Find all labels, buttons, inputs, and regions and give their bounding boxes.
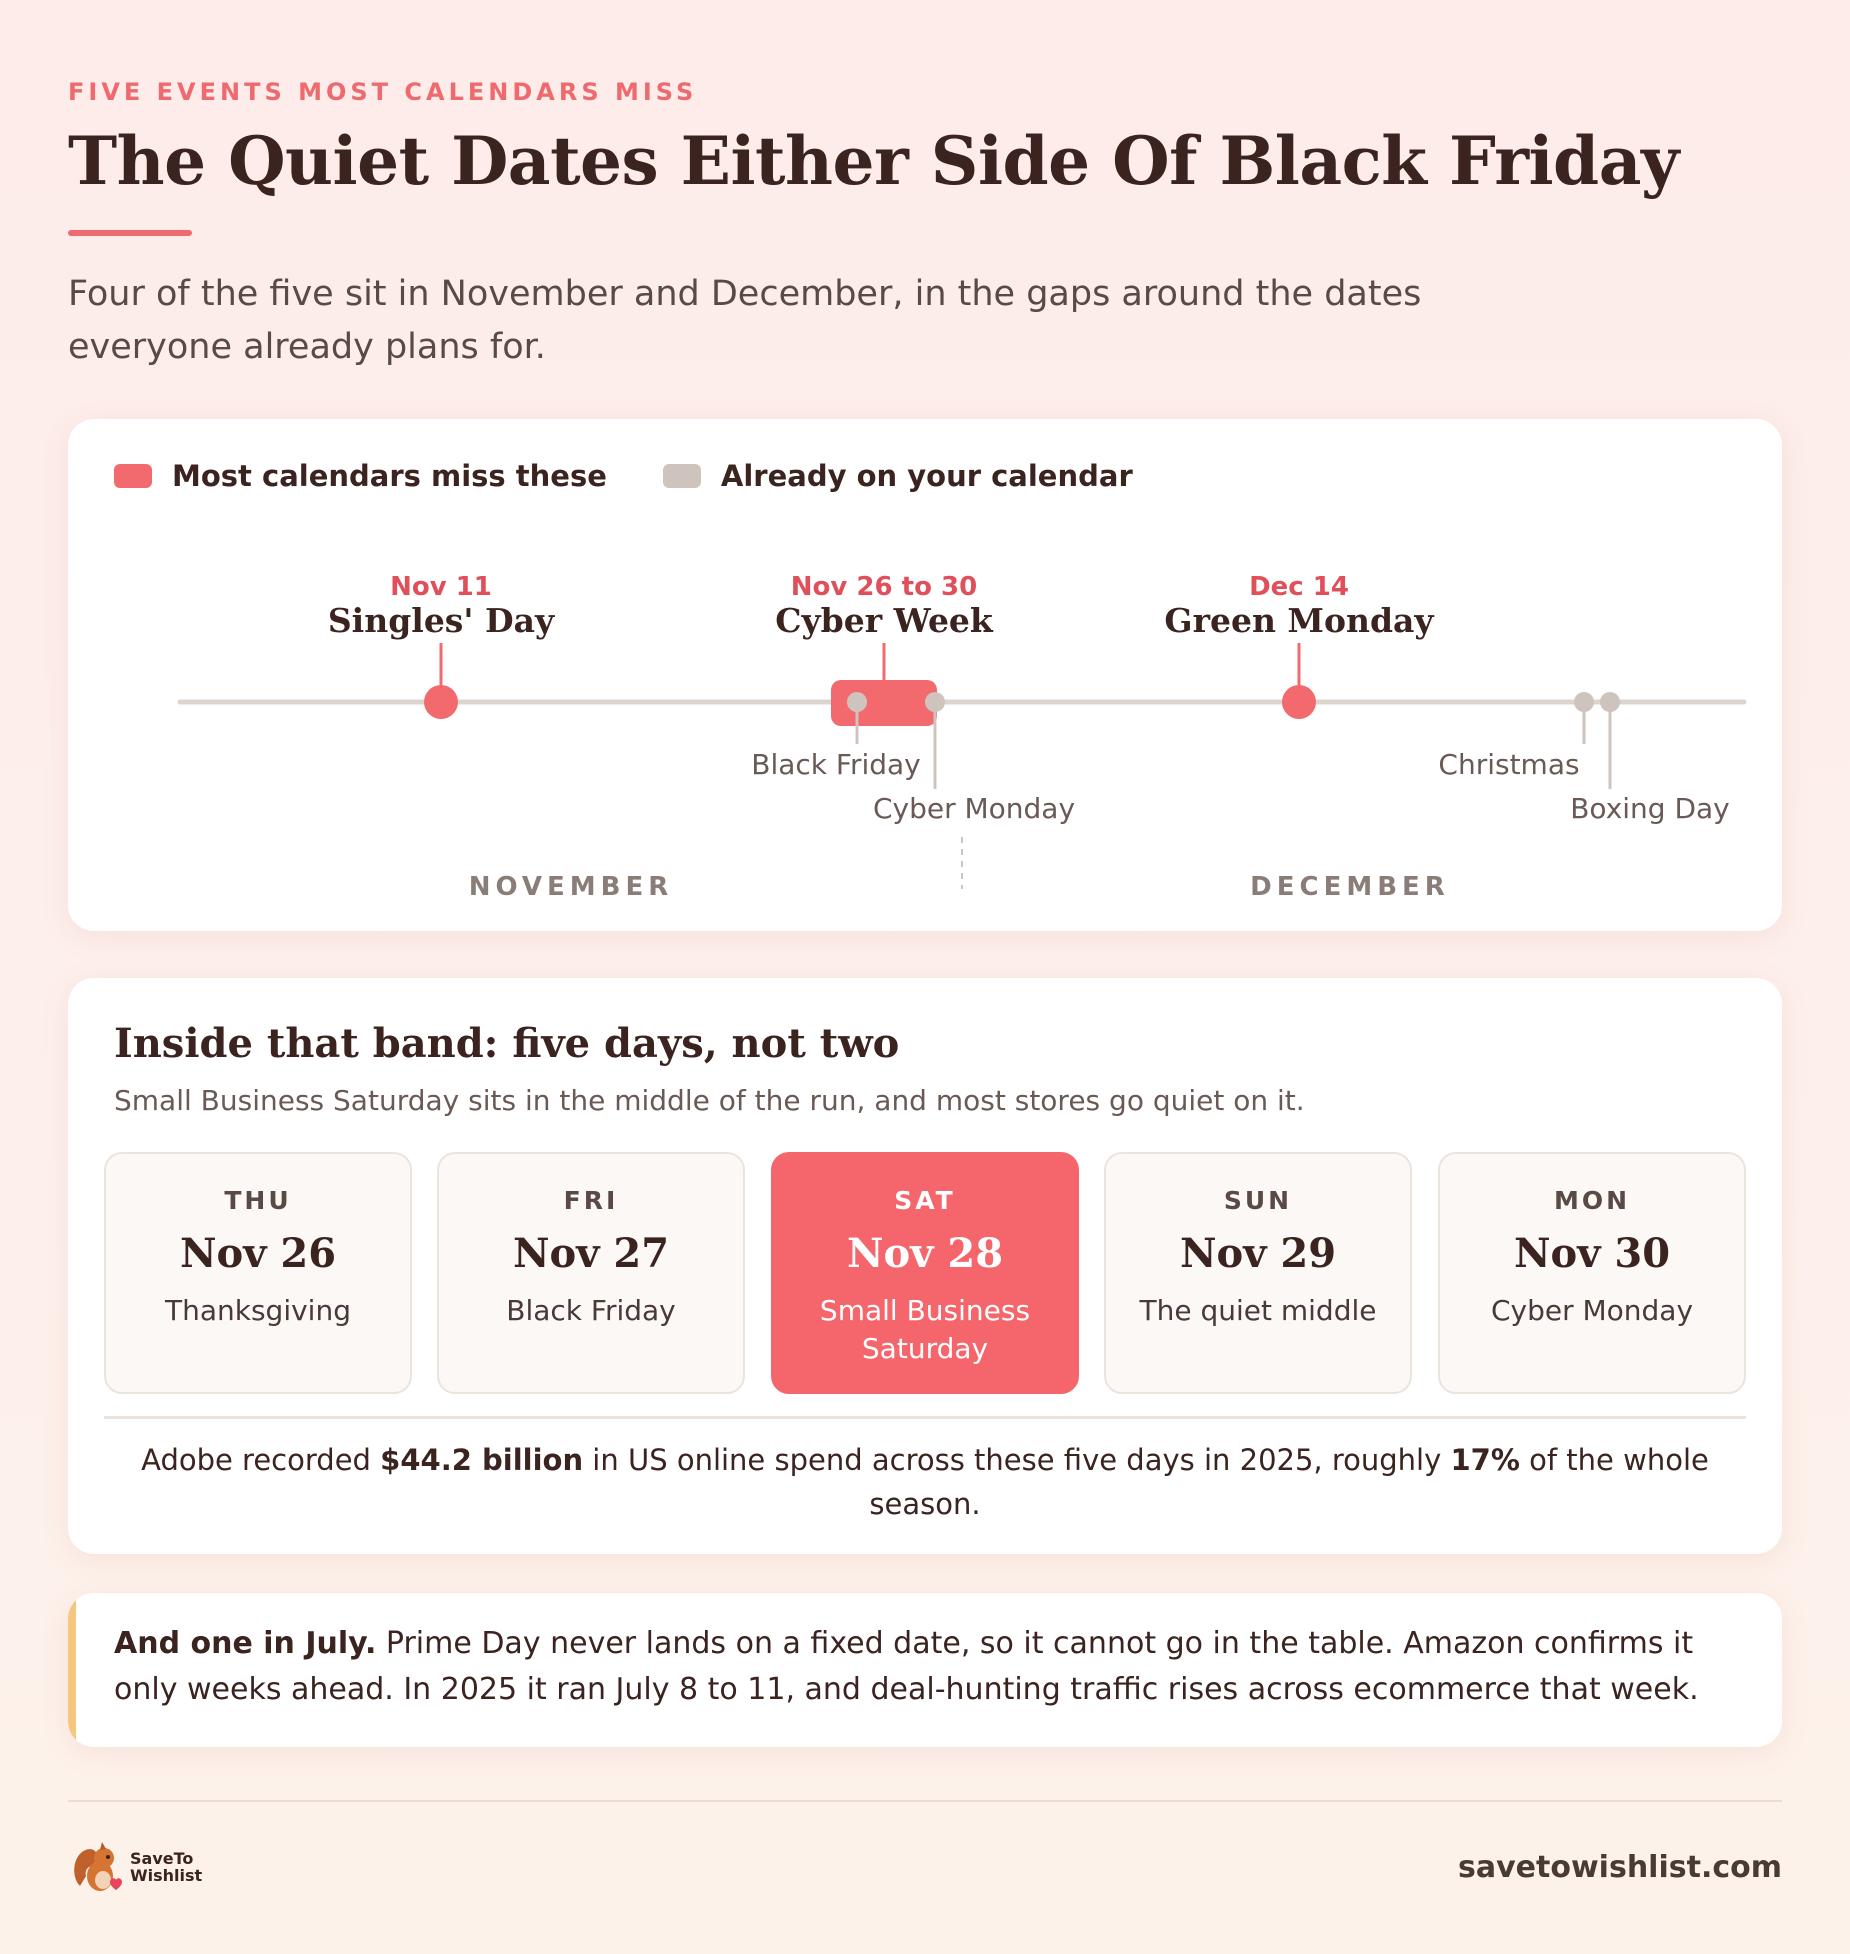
footer-divider [68, 1800, 1782, 1802]
note-text: And one in July. Prime Day never lands o… [114, 1621, 1744, 1713]
page-subtitle: Four of the five sit in November and Dec… [68, 274, 1422, 367]
day-card-sat: SAT Nov 28 Small Business Saturday [771, 1152, 1079, 1394]
band-card: Inside that band: five days, not two Sma… [68, 978, 1782, 1554]
note-body: Prime Day never lands on a fixed date, s… [114, 1626, 1699, 1707]
legend-swatch-missed [114, 464, 152, 488]
stat-amount: $44.2 billion [380, 1443, 584, 1477]
day-label: Black Friday [506, 1294, 676, 1327]
day-card-mon: MON Nov 30 Cyber Monday [1438, 1152, 1746, 1394]
logo-line-1: SaveTo [130, 1849, 194, 1868]
cyber-week-date: Nov 26 to 30 [791, 572, 977, 602]
note-lead: And one in July. [114, 1626, 377, 1661]
day-card-fri: FRI Nov 27 Black Friday [437, 1152, 745, 1394]
legend-item-existing: Already on your calendar [662, 459, 1133, 493]
boxing-day-marker [1600, 692, 1620, 712]
day-date: Nov 26 [179, 1230, 337, 1277]
page-title: The Quiet Dates Either Side Of Black Fri… [68, 122, 1679, 200]
title-underline [68, 230, 192, 236]
green-monday-marker [1282, 685, 1316, 719]
stat-pre: Adobe recorded [141, 1443, 381, 1477]
black-friday-marker [847, 692, 867, 712]
cyber-monday-label: Cyber Monday [873, 792, 1075, 825]
note-accent-bar [68, 1593, 76, 1747]
day-of-week: FRI [563, 1186, 619, 1215]
legend-label-existing: Already on your calendar [720, 459, 1133, 493]
band-title: Inside that band: five days, not two [114, 1020, 900, 1067]
day-date: Nov 29 [1179, 1230, 1337, 1277]
christmas-label: Christmas [1438, 748, 1579, 781]
singles-day-name: Singles' Day [328, 601, 555, 640]
prime-day-note: And one in July. Prime Day never lands o… [68, 1593, 1782, 1747]
cyber-monday-marker [925, 692, 945, 712]
day-date: Nov 30 [1513, 1230, 1671, 1277]
day-date: Nov 27 [512, 1230, 670, 1277]
boxing-day-label: Boxing Day [1570, 792, 1730, 825]
band-divider [104, 1416, 1746, 1419]
logo-line-2: Wishlist [130, 1866, 203, 1885]
month-label-december: DECEMBER [1250, 872, 1450, 902]
day-card-thu: THU Nov 26 Thanksgiving [104, 1152, 412, 1394]
day-label: Small Business Saturday [819, 1294, 1031, 1365]
stat-mid: in US online spend across these five day… [583, 1443, 1451, 1477]
band-stat: Adobe recorded $44.2 billion in US onlin… [128, 1438, 1722, 1526]
day-of-week: MON [1553, 1186, 1631, 1215]
day-of-week: SUN [1223, 1186, 1293, 1215]
day-date: Nov 28 [846, 1230, 1004, 1277]
timeline-chart: Nov 11 Singles' Day Nov 26 to 30 Cyber W… [177, 572, 1747, 902]
day-of-week: THU [224, 1186, 292, 1215]
day-label: Cyber Monday [1490, 1294, 1694, 1327]
singles-day-date: Nov 11 [390, 572, 492, 602]
timeline-card: Most calendars miss these Already on you… [68, 419, 1782, 931]
day-card-sun: SUN Nov 29 The quiet middle [1104, 1152, 1412, 1394]
day-label: The quiet middle [1139, 1294, 1377, 1327]
day-cards: THU Nov 26 Thanksgiving FRI Nov 27 Black… [104, 1152, 1746, 1394]
day-of-week: SAT [894, 1186, 956, 1215]
logo-wordmark: SaveTo Wishlist [130, 1850, 202, 1884]
cyber-week-band [831, 680, 937, 726]
christmas-marker [1574, 692, 1594, 712]
squirrel-heart-icon [74, 1842, 122, 1891]
eyebrow: FIVE EVENTS MOST CALENDARS MISS [68, 78, 698, 106]
green-monday-name: Green Monday [1164, 601, 1434, 640]
site-url[interactable]: savetowishlist.com [1458, 1850, 1782, 1885]
brand-logo[interactable]: SaveTo Wishlist [70, 1838, 202, 1896]
band-subtitle: Small Business Saturday sits in the midd… [114, 1084, 1305, 1117]
legend-item-missed: Most calendars miss these [114, 459, 607, 493]
legend-swatch-existing [662, 464, 701, 488]
green-monday-date: Dec 14 [1249, 572, 1349, 602]
day-label: Thanksgiving [165, 1294, 351, 1327]
cyber-week-name: Cyber Week [775, 601, 994, 640]
black-friday-label: Black Friday [751, 748, 921, 781]
stat-share: 17% [1450, 1443, 1520, 1477]
stat-post: of the whole season. [869, 1443, 1709, 1521]
singles-day-marker [424, 685, 458, 719]
legend-label-missed: Most calendars miss these [172, 459, 607, 493]
month-label-november: NOVEMBER [469, 872, 674, 902]
legend: Most calendars miss these Already on you… [114, 459, 1189, 493]
